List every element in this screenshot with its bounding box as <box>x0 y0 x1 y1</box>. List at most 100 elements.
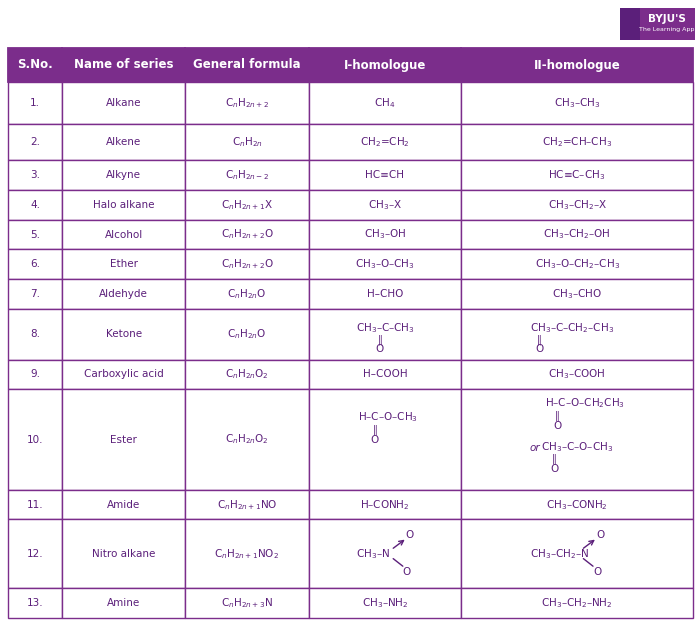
Text: Name of series: Name of series <box>74 59 174 71</box>
Bar <box>186 360 309 389</box>
Bar <box>8 588 62 618</box>
Bar <box>309 588 461 618</box>
Text: 11.: 11. <box>27 500 43 509</box>
Text: 5.: 5. <box>30 229 40 240</box>
Text: General formula: General formula <box>193 59 301 71</box>
Text: C$_n$H$_{2n+3}$N: C$_n$H$_{2n+3}$N <box>221 596 273 610</box>
Text: $\Vert$: $\Vert$ <box>552 451 557 466</box>
Bar <box>8 125 62 161</box>
Text: The Learning App: The Learning App <box>639 28 694 32</box>
Text: C$_n$H$_{2n}$: C$_n$H$_{2n}$ <box>232 135 262 149</box>
Text: C$_n$H$_{2n}$O: C$_n$H$_{2n}$O <box>228 287 267 301</box>
Bar <box>8 250 62 279</box>
Text: O: O <box>553 420 561 430</box>
Bar <box>8 190 62 220</box>
Bar <box>461 389 693 490</box>
Bar <box>8 520 62 588</box>
Bar <box>309 220 461 250</box>
Text: 2.: 2. <box>30 137 40 147</box>
Text: CH$_2$=CH–CH$_3$: CH$_2$=CH–CH$_3$ <box>542 135 612 149</box>
Text: C$_n$H$_{2n}$O$_2$: C$_n$H$_{2n}$O$_2$ <box>225 367 269 381</box>
Bar <box>8 308 62 360</box>
Text: HC≡C–CH$_3$: HC≡C–CH$_3$ <box>549 168 606 182</box>
Bar <box>309 125 461 161</box>
Text: $\Vert$: $\Vert$ <box>372 423 378 437</box>
Bar <box>620 8 695 40</box>
Bar <box>8 48 62 82</box>
Bar <box>461 308 693 360</box>
Bar <box>62 190 186 220</box>
Bar <box>309 190 461 220</box>
Text: CH$_3$–C–O–CH$_3$: CH$_3$–C–O–CH$_3$ <box>541 441 613 454</box>
Bar <box>186 308 309 360</box>
Bar <box>309 161 461 190</box>
Bar <box>62 308 186 360</box>
Text: CH$_3$–C–CH$_2$–CH$_3$: CH$_3$–C–CH$_2$–CH$_3$ <box>530 321 615 335</box>
Text: $\Vert$: $\Vert$ <box>377 333 383 347</box>
Bar <box>8 360 62 389</box>
Bar <box>461 125 693 161</box>
Bar <box>309 250 461 279</box>
Text: C$_n$H$_{2n+2}$O: C$_n$H$_{2n+2}$O <box>220 228 274 241</box>
Text: CH$_3$–COOH: CH$_3$–COOH <box>548 367 606 381</box>
Bar <box>309 82 461 125</box>
Text: Alcohol: Alcohol <box>105 229 143 240</box>
Text: H–CHO: H–CHO <box>367 289 403 299</box>
Bar <box>62 588 186 618</box>
Text: CH$_3$–CH$_2$–X: CH$_3$–CH$_2$–X <box>547 198 607 212</box>
Bar <box>186 490 309 520</box>
Text: H–C–O–CH$_2$CH$_3$: H–C–O–CH$_2$CH$_3$ <box>545 397 625 410</box>
Text: CH$_3$–CHO: CH$_3$–CHO <box>552 287 602 301</box>
Bar <box>8 279 62 308</box>
Text: Ester: Ester <box>111 435 137 444</box>
Text: Amide: Amide <box>107 500 141 509</box>
Bar <box>461 360 693 389</box>
Text: CH$_3$–X: CH$_3$–X <box>368 198 402 212</box>
Bar <box>186 588 309 618</box>
Text: CH$_3$–O–CH$_3$: CH$_3$–O–CH$_3$ <box>355 257 415 271</box>
Bar <box>309 279 461 308</box>
Text: 1.: 1. <box>30 98 40 108</box>
Bar <box>62 250 186 279</box>
Text: 6.: 6. <box>30 259 40 269</box>
Text: Aldehyde: Aldehyde <box>99 289 148 299</box>
Text: $\Vert$: $\Vert$ <box>554 408 560 423</box>
Text: H–C–O–CH$_3$: H–C–O–CH$_3$ <box>358 411 418 425</box>
Bar <box>62 48 186 82</box>
Bar <box>461 490 693 520</box>
Text: Alkyne: Alkyne <box>106 170 141 180</box>
Bar <box>186 389 309 490</box>
Text: CH$_3$–CH$_2$–NH$_2$: CH$_3$–CH$_2$–NH$_2$ <box>541 596 613 610</box>
Bar <box>186 161 309 190</box>
Text: 10.: 10. <box>27 435 43 444</box>
Text: CH$_3$–N: CH$_3$–N <box>356 547 390 561</box>
Bar <box>8 490 62 520</box>
Text: O: O <box>403 567 411 577</box>
Bar <box>62 220 186 250</box>
Text: O: O <box>406 530 414 540</box>
Bar <box>186 190 309 220</box>
Bar <box>8 220 62 250</box>
Text: Amine: Amine <box>107 598 141 608</box>
Text: Halo alkane: Halo alkane <box>93 200 155 210</box>
Bar <box>461 520 693 588</box>
Text: O: O <box>596 530 604 540</box>
Bar <box>461 250 693 279</box>
Bar <box>309 48 461 82</box>
Bar <box>186 125 309 161</box>
Text: C$_n$H$_{2n}$O$_2$: C$_n$H$_{2n}$O$_2$ <box>225 433 269 446</box>
Bar <box>186 279 309 308</box>
Bar <box>62 82 186 125</box>
Text: S.No.: S.No. <box>18 59 53 71</box>
Text: or: or <box>530 442 540 453</box>
Bar <box>8 389 62 490</box>
Bar <box>461 220 693 250</box>
Text: Ketone: Ketone <box>106 329 142 339</box>
Text: CH$_3$–CH$_3$: CH$_3$–CH$_3$ <box>554 96 601 110</box>
Text: CH$_3$–NH$_2$: CH$_3$–NH$_2$ <box>362 596 408 610</box>
Text: H–COOH: H–COOH <box>363 369 407 379</box>
Bar <box>186 220 309 250</box>
Text: O: O <box>376 344 384 354</box>
Bar <box>309 490 461 520</box>
Text: Ether: Ether <box>110 259 138 269</box>
